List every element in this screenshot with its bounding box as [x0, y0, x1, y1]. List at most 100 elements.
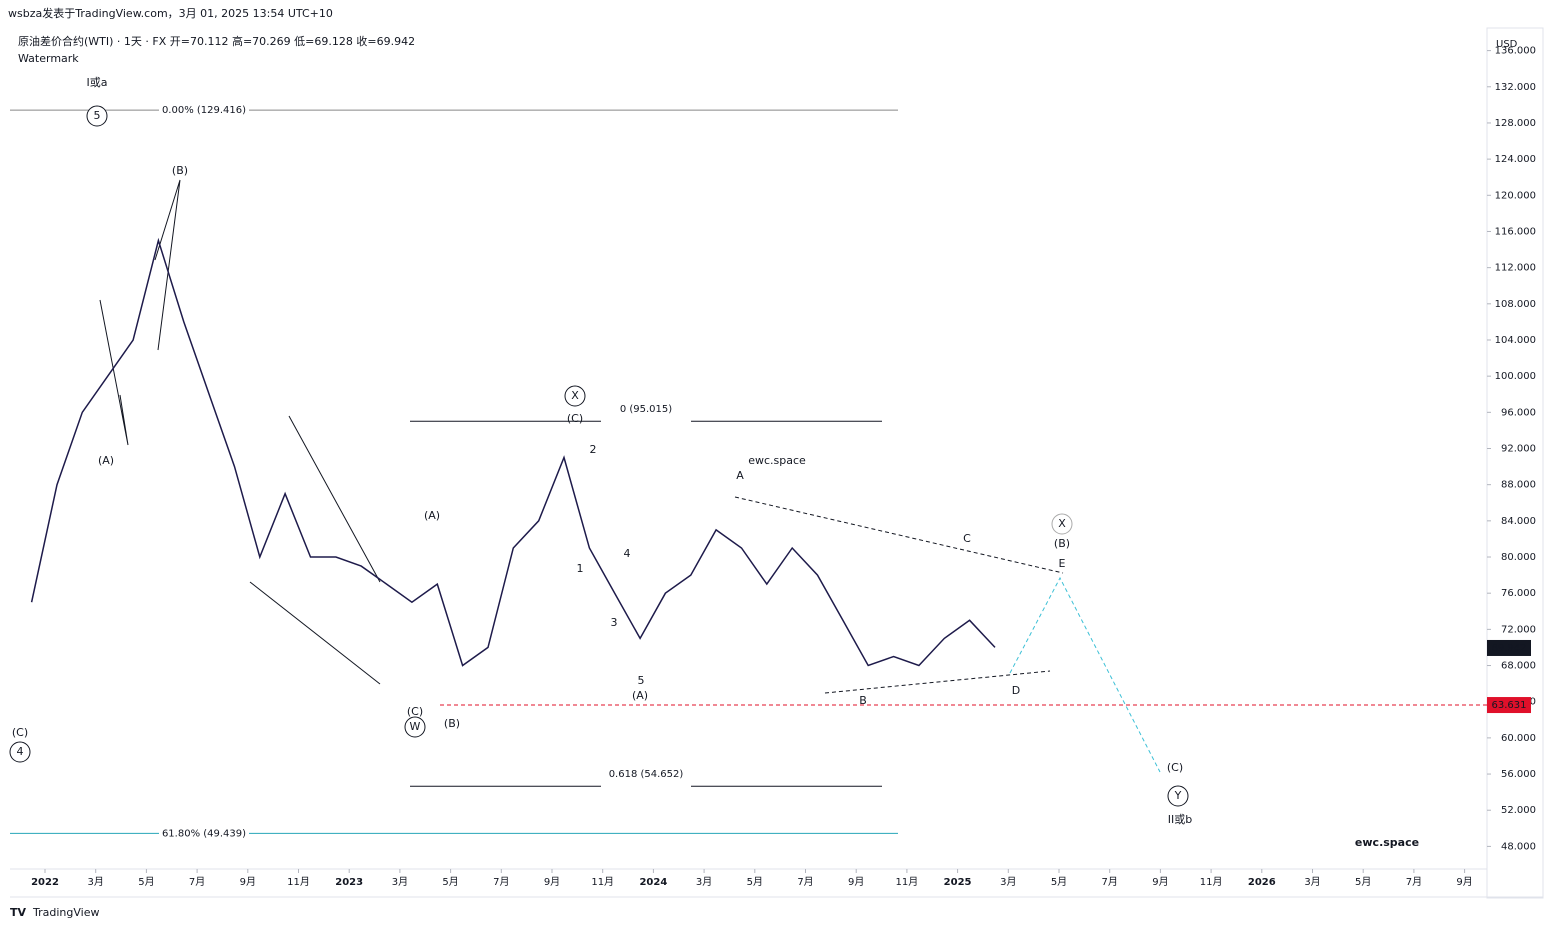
x-tick-label: 7月	[1102, 876, 1118, 888]
x-tick-label: 5月	[1051, 876, 1067, 888]
wave-label: X	[1058, 517, 1066, 530]
x-tick-label: 7月	[493, 876, 509, 888]
fib-label: 0 (95.015)	[620, 404, 672, 415]
x-tick-label: 3月	[696, 876, 712, 888]
y-tick-label: 104.000	[1495, 335, 1536, 346]
wave-label: (C)	[1167, 761, 1183, 774]
wave-label: (C)	[12, 726, 28, 739]
wave-label: W	[410, 720, 421, 733]
y-tick-label: 112.000	[1495, 263, 1536, 274]
fib-label-bg	[601, 415, 691, 428]
fib-label: 61.80% (49.439)	[162, 828, 246, 839]
x-tick-label: 2025	[944, 877, 972, 888]
wave-label: (B)	[1054, 537, 1070, 550]
x-tick-label: 11月	[591, 876, 614, 888]
x-tick-label: 7月	[189, 876, 205, 888]
x-tick-label: 2024	[639, 877, 667, 888]
price-tag	[1487, 639, 1531, 656]
y-tick-label: 92.000	[1501, 444, 1536, 455]
fib-label: 0.618 (54.652)	[609, 769, 684, 780]
wave-circle	[1051, 513, 1073, 535]
wave-label: (C)	[567, 412, 583, 425]
wave-label: 4	[17, 745, 24, 758]
wave-label: (B)	[172, 164, 188, 177]
y-tick-label: 96.000	[1501, 407, 1536, 418]
trendline	[99, 299, 129, 446]
x-tick-label: 7月	[1406, 876, 1422, 888]
x-tick-label: 11月	[287, 876, 310, 888]
price-tag-label: 69.942	[1492, 643, 1527, 654]
x-tick-label: 3月	[1000, 876, 1016, 888]
x-tick-label: 9月	[1456, 876, 1472, 888]
x-tick-label: 9月	[848, 876, 864, 888]
wave-label: 5	[638, 674, 645, 687]
x-tick-label: 9月	[1152, 876, 1168, 888]
wave-label: (C)	[407, 705, 423, 718]
channel-line	[288, 415, 381, 583]
wave-label: 4	[624, 547, 631, 560]
y-tick-label: 72.000	[1501, 624, 1536, 635]
brand: TradingView	[32, 906, 99, 919]
y-tick-label: 132.000	[1495, 82, 1536, 93]
y-tick-label: 108.000	[1495, 299, 1536, 310]
wave-label: (A)	[424, 509, 440, 522]
price-tag	[1487, 697, 1531, 714]
y-tick-label: 52.000	[1501, 805, 1536, 816]
wave-label: (B)	[444, 717, 460, 730]
y-tick-label: 120.000	[1495, 190, 1536, 201]
channel-line	[249, 581, 381, 685]
x-tick-label: 9月	[544, 876, 560, 888]
y-tick-label: 68.000	[1501, 661, 1536, 672]
wave-label: (A)	[98, 454, 114, 467]
projection	[1009, 576, 1161, 773]
y-tick-label: 80.000	[1501, 552, 1536, 563]
wave-label: E	[1059, 557, 1066, 570]
y-tick-label: 56.000	[1501, 769, 1536, 780]
x-tick-label: 11月	[896, 876, 919, 888]
x-tick-label: 5月	[442, 876, 458, 888]
wave-label: I或a	[87, 76, 108, 89]
wave-label: (A)	[632, 689, 648, 702]
drawings	[99, 179, 1161, 773]
symbol-info: 原油差价合约(WTI) · 1天 · FX 开=70.112 高=70.269 …	[18, 34, 415, 48]
x-tick-label: 5月	[747, 876, 763, 888]
y-tick-label: 116.000	[1495, 226, 1536, 237]
wave-label: ewc.space	[748, 454, 806, 467]
triangle-line	[824, 670, 1051, 694]
trendline	[154, 179, 181, 351]
x-tick-label: 3月	[1304, 876, 1320, 888]
wave-label: D	[1012, 684, 1020, 697]
wave-circle	[404, 716, 426, 738]
y-tick-label: 84.000	[1501, 516, 1536, 527]
wave-circle	[1167, 785, 1189, 807]
y-tick-label: 128.000	[1495, 118, 1536, 129]
wave-circle	[9, 741, 31, 763]
x-tick-label: 2023	[335, 877, 363, 888]
x-tick-label: 5月	[138, 876, 154, 888]
y-tick-label: 88.000	[1501, 480, 1536, 491]
fib-label-bg	[159, 104, 249, 117]
price-line-series	[30, 237, 996, 667]
y-tick-label: 60.000	[1501, 733, 1536, 744]
fib-label-bg	[601, 780, 691, 793]
price-tag-label: 63.631	[1492, 700, 1527, 711]
wave-circle	[86, 105, 108, 127]
y-tick-label: 136.000	[1495, 46, 1536, 57]
wave-label: X	[571, 389, 579, 402]
wave-label: 3	[611, 616, 618, 629]
wave-label: II或b	[1168, 813, 1192, 826]
y-tick-label: 124.000	[1495, 154, 1536, 165]
x-tick-label: 11月	[1200, 876, 1223, 888]
wave-label: B	[859, 694, 867, 707]
price-axis	[1486, 27, 1544, 899]
byline: wsbza发表于TradingView.com，3月 01, 2025 13:5…	[8, 6, 333, 20]
y-tick-label: 48.000	[1501, 841, 1536, 852]
y-tick-label: 100.000	[1495, 371, 1536, 382]
wave-label: A	[736, 469, 744, 482]
logo: TV	[10, 906, 27, 919]
x-tick-label: 7月	[797, 876, 813, 888]
wave-label: 5	[94, 109, 101, 122]
wave-label: 1	[577, 562, 584, 575]
